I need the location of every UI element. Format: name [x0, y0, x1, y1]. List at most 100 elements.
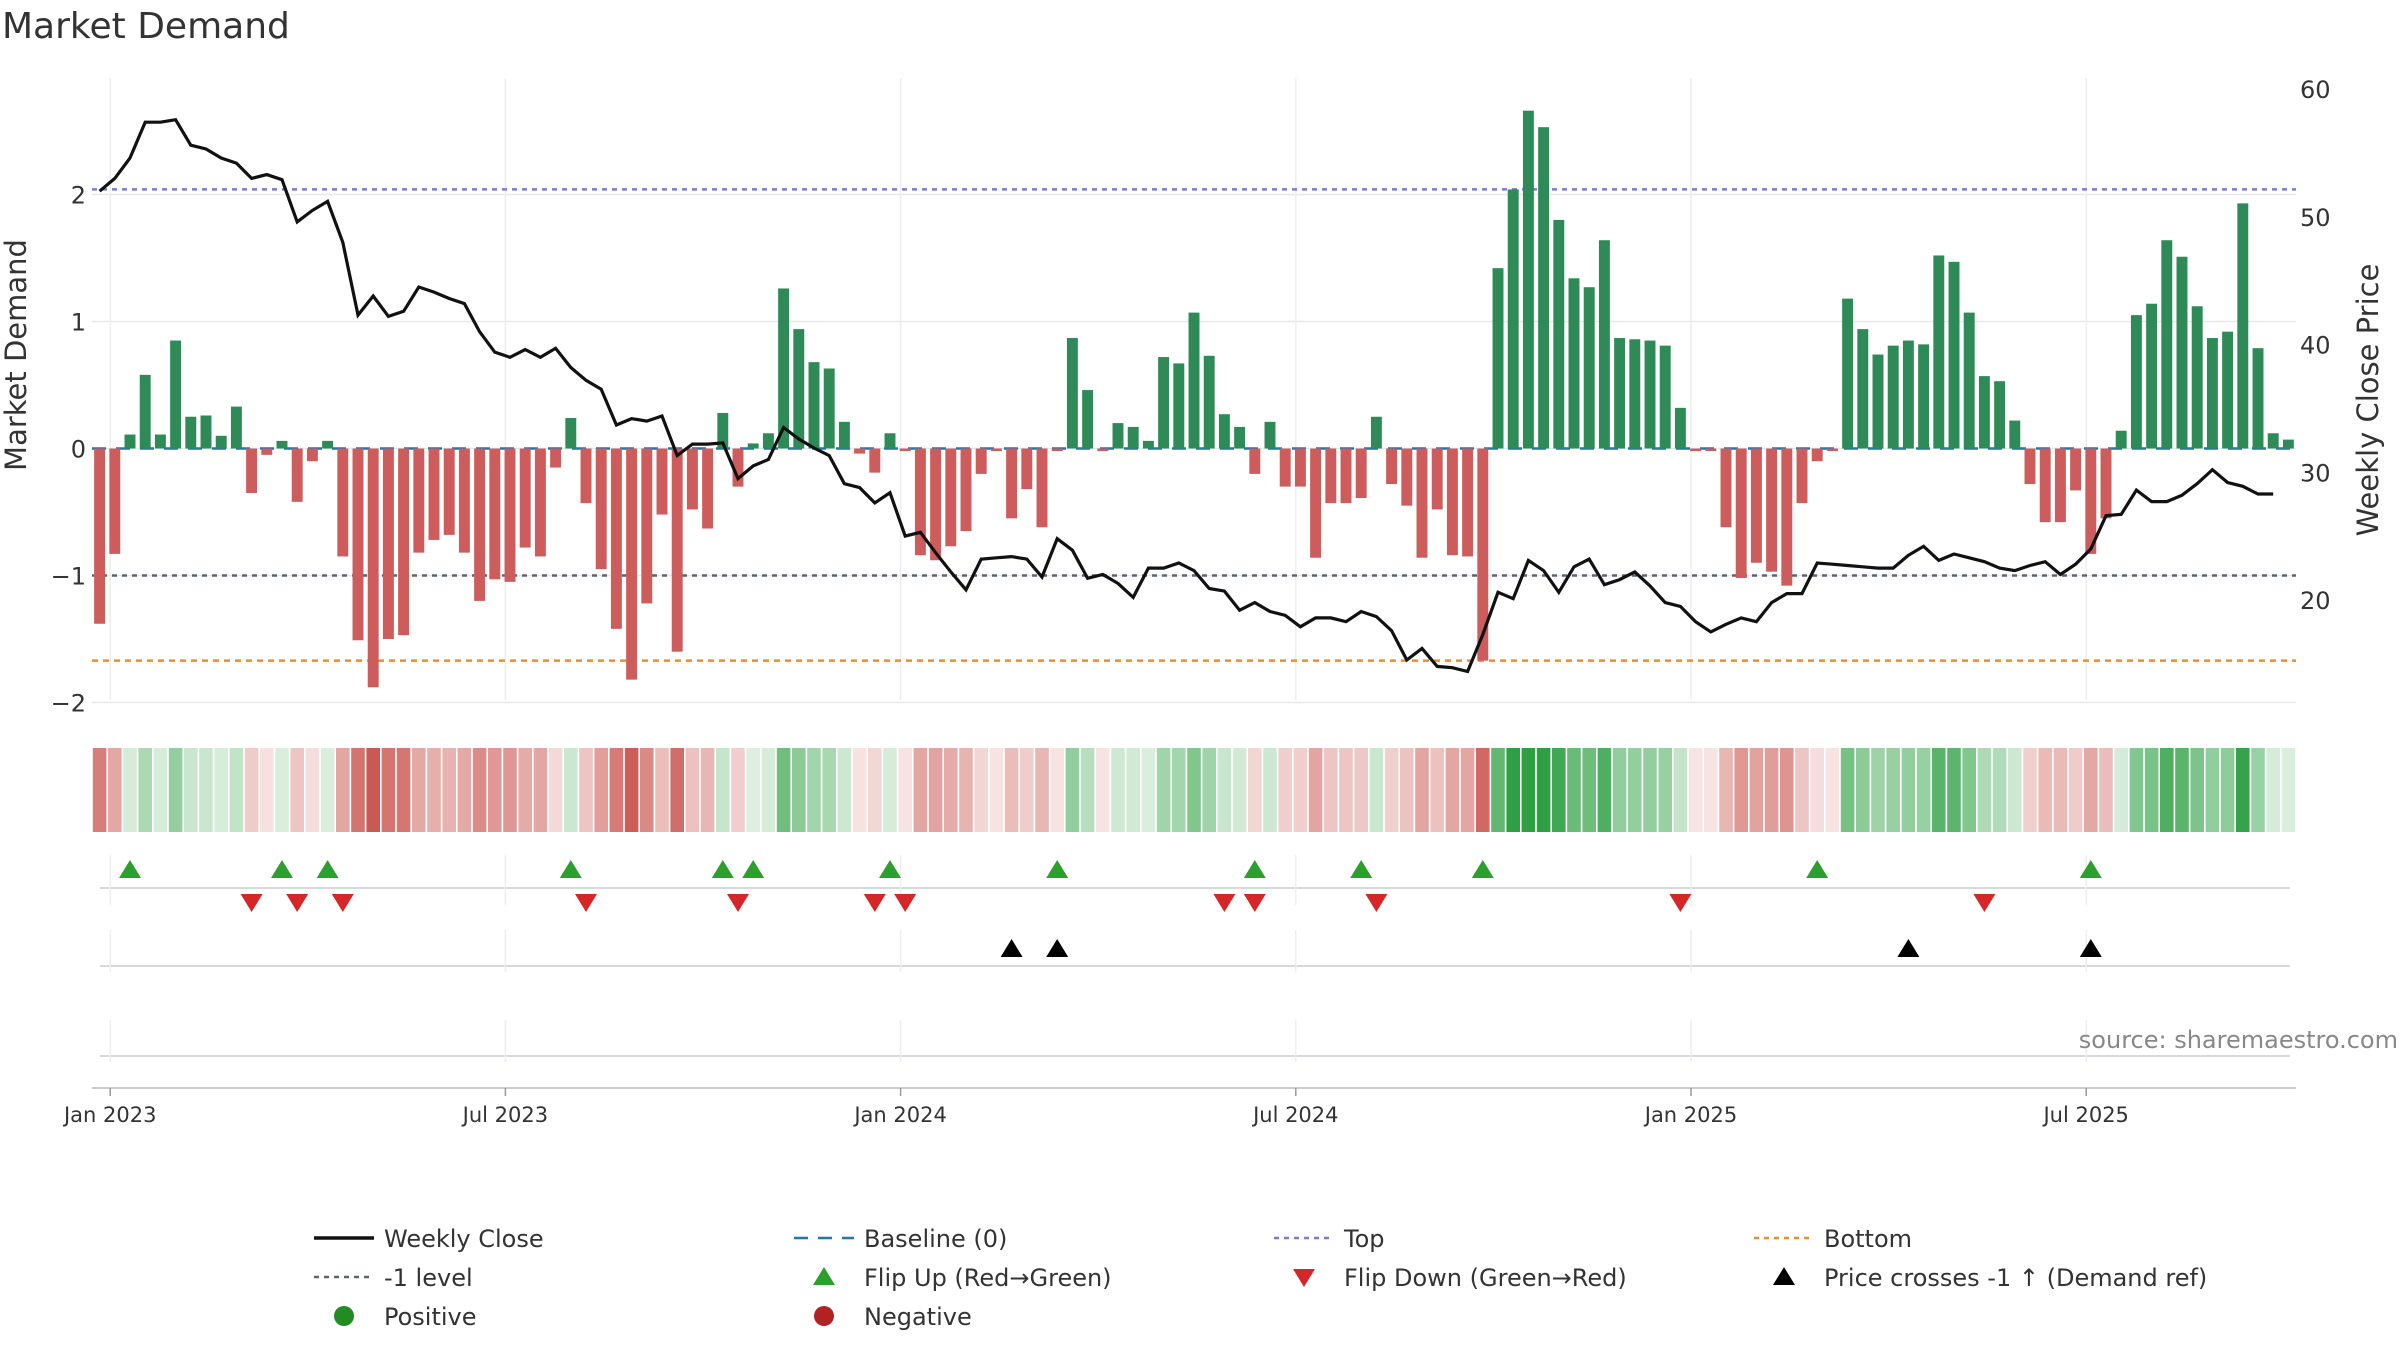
strip-cell — [2129, 748, 2144, 832]
strip-cell — [624, 748, 639, 832]
negative-bar — [413, 448, 425, 553]
strip-cell — [807, 748, 821, 832]
legend-item: Top — [1274, 1225, 1385, 1253]
strip-cell — [1020, 748, 1034, 832]
strip-cell — [1643, 748, 1657, 832]
positive-bar — [1507, 189, 1519, 449]
strip-cell — [1263, 748, 1277, 832]
strip-cell — [1050, 748, 1064, 832]
strip-cell — [852, 748, 867, 832]
negative-bar — [443, 448, 455, 535]
strip-cell — [1369, 748, 1384, 832]
strip-cell — [320, 748, 335, 832]
positive-bar — [2282, 439, 2294, 449]
strip-cell — [2008, 748, 2022, 832]
positive-bar — [1963, 312, 1975, 449]
strip-cell — [2220, 748, 2235, 832]
strip-cell — [412, 748, 426, 832]
strip-cell — [974, 748, 988, 832]
negative-bar — [702, 448, 714, 529]
strip-cell — [1886, 748, 1900, 832]
strip-cell — [1810, 748, 1824, 832]
strip-cell — [1916, 748, 1931, 832]
negative-bar — [990, 448, 1002, 452]
flip-up-marker — [1350, 860, 1373, 878]
negative-bar — [337, 448, 349, 557]
positive-bar — [1614, 338, 1626, 449]
negative-bar — [428, 448, 440, 540]
flip-down-marker — [1973, 894, 1996, 912]
strip-cell — [138, 748, 152, 832]
positive-bar — [1598, 240, 1610, 449]
negative-bar — [474, 448, 486, 601]
strip-cell — [837, 748, 852, 832]
price-cross-marker — [1897, 939, 1920, 957]
price-cross-marker — [2079, 939, 2102, 957]
strip-cell — [1278, 748, 1292, 832]
strip-cell — [1780, 748, 1794, 832]
negative-bar — [352, 448, 364, 641]
x-tick-label: Jul 2023 — [461, 1103, 548, 1127]
negative-bar — [1431, 448, 1443, 510]
positive-bar — [1568, 278, 1580, 449]
strip-cell — [913, 748, 928, 832]
strip-cell — [1506, 748, 1520, 832]
flip-down-marker — [1213, 894, 1236, 912]
strip-cell — [761, 748, 776, 832]
strip-cell — [731, 748, 745, 832]
negative-bar — [854, 448, 866, 454]
positive-bar — [1902, 340, 1914, 449]
strip-cell — [153, 748, 168, 832]
strip-cell — [1430, 748, 1444, 832]
positive-bar — [1948, 261, 1960, 449]
strip-cell — [1324, 748, 1338, 832]
negative-bar — [2085, 448, 2097, 554]
negative-bar — [1021, 448, 1033, 490]
positive-bar — [1659, 345, 1671, 449]
legend-item: Flip Down (Green→Red) — [1293, 1264, 1627, 1292]
strip-cell — [898, 748, 912, 832]
strip-cell — [488, 748, 502, 832]
strip-cell — [716, 748, 730, 832]
positive-bar — [808, 362, 820, 449]
strip-cell — [700, 748, 715, 832]
positive-bar — [2161, 240, 2173, 449]
y-tick-label: 1 — [71, 309, 86, 337]
negative-bar — [1097, 448, 1109, 452]
positive-bar — [2237, 203, 2249, 449]
positive-bar — [185, 416, 197, 449]
strip-cell — [2281, 748, 2296, 832]
positive-bar — [1887, 345, 1899, 449]
negative-bar — [1477, 448, 1489, 661]
strip-cell — [2175, 748, 2189, 832]
x-tick-label: Jul 2024 — [1251, 1103, 1338, 1127]
strip-cell — [260, 748, 274, 832]
positive-bar — [1142, 440, 1154, 449]
strip-cell — [1217, 748, 1232, 832]
strip-cell — [1901, 748, 1916, 832]
strip-cell — [1308, 748, 1323, 832]
positive-bar — [1553, 219, 1565, 449]
positive-bar — [154, 434, 166, 449]
strip-cell — [989, 748, 1004, 832]
negative-bar — [899, 448, 911, 452]
positive-bar — [1218, 414, 1230, 449]
negative-bar — [671, 448, 683, 652]
y-tick-label: 2 — [71, 182, 86, 210]
y2-tick-label: 30 — [2300, 459, 2331, 487]
strip-cell — [1415, 748, 1429, 832]
positive-bar — [747, 443, 759, 449]
source-credit: source: sharemaestro.com — [2079, 1026, 2398, 1054]
demand-bars — [94, 110, 2294, 688]
positive-bar — [823, 368, 835, 449]
negative-bar — [1325, 448, 1337, 504]
strip-cell — [503, 748, 517, 832]
positive-bar — [2267, 433, 2279, 449]
positive-bar — [838, 421, 850, 449]
negative-bar — [1310, 448, 1322, 558]
negative-bar — [1796, 448, 1808, 504]
legend-marker — [334, 1306, 354, 1326]
right-y-ticks: 60 50 40 30 20 — [2300, 76, 2331, 615]
strip-cell — [168, 748, 183, 832]
